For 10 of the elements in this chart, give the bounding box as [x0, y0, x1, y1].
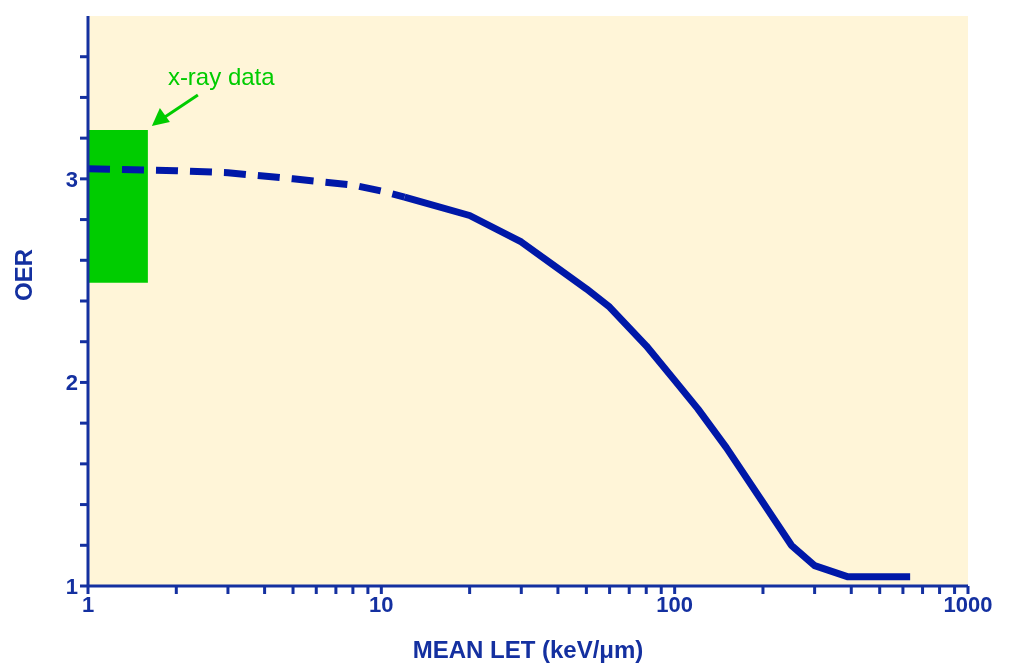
annotation: x-ray data [167, 63, 276, 90]
y-tick-label: 1 [65, 573, 78, 599]
x-axis-title: MEAN LET (keV/μm) [412, 636, 644, 663]
x-tick-label: 100 [656, 591, 694, 617]
x-tick-label: 1000 [943, 591, 993, 617]
x-tick-label: 1 [81, 591, 95, 617]
y-tick-label: 3 [65, 166, 78, 192]
y-axis-title: OER [9, 248, 37, 301]
y-tick-label: 2 [65, 370, 78, 396]
x-tick-label: 10 [369, 591, 394, 617]
